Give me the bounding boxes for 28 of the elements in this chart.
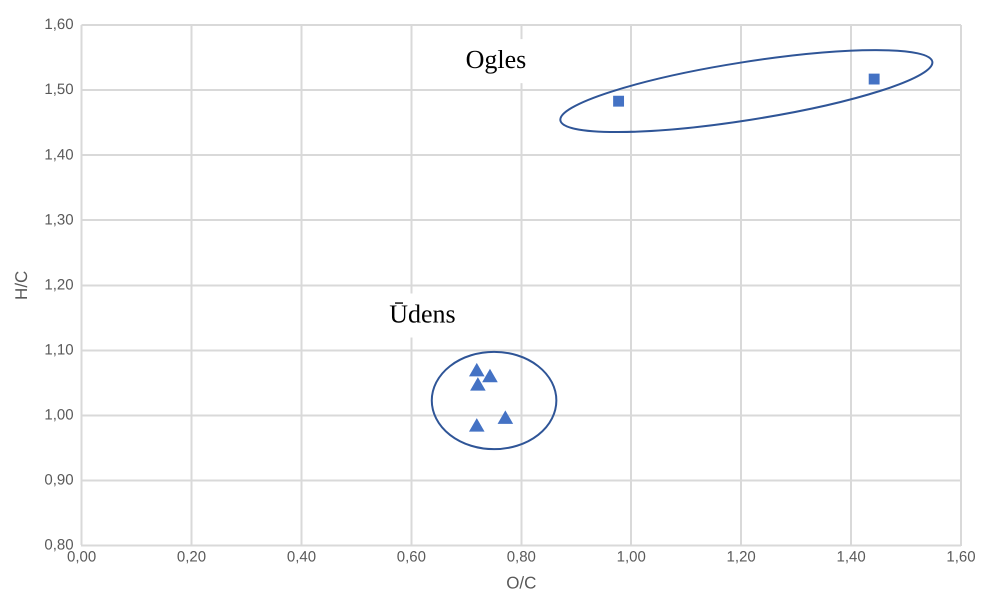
point xyxy=(469,363,484,376)
y-tick-label: 1,10 xyxy=(44,342,74,359)
y-tick-label: 1,30 xyxy=(44,211,74,228)
x-tick-label: 1,00 xyxy=(616,548,646,566)
point xyxy=(469,418,484,432)
x-tick-label: 1,20 xyxy=(726,548,756,566)
y-tick-label: 1,20 xyxy=(44,276,74,294)
point xyxy=(868,74,880,84)
x-tick-label: 0,80 xyxy=(506,548,536,566)
y-tick-label: 1,50 xyxy=(44,81,74,98)
y-axis-title: H/C xyxy=(12,270,31,300)
point xyxy=(482,369,498,382)
x-tick-label: 0,40 xyxy=(286,548,316,566)
y-tick-label: 1,00 xyxy=(44,406,74,424)
annotation: Ūdens xyxy=(389,299,456,328)
annotation: Ogles xyxy=(466,44,526,74)
point xyxy=(498,410,513,424)
point xyxy=(470,378,486,391)
x-tick-label: 1,40 xyxy=(836,548,866,566)
y-tick-label: 0,90 xyxy=(44,472,74,489)
point xyxy=(613,96,624,107)
x-tick-label: 1,60 xyxy=(946,548,976,566)
x-tick-label: 0,20 xyxy=(176,548,206,566)
x-tick-label: 0,60 xyxy=(396,548,426,566)
x-axis-title: O/C xyxy=(506,573,536,592)
x-tick-label: 0,00 xyxy=(66,548,96,566)
y-tick-label: 1,40 xyxy=(44,146,74,164)
y-tick-label: 1,60 xyxy=(44,16,74,34)
